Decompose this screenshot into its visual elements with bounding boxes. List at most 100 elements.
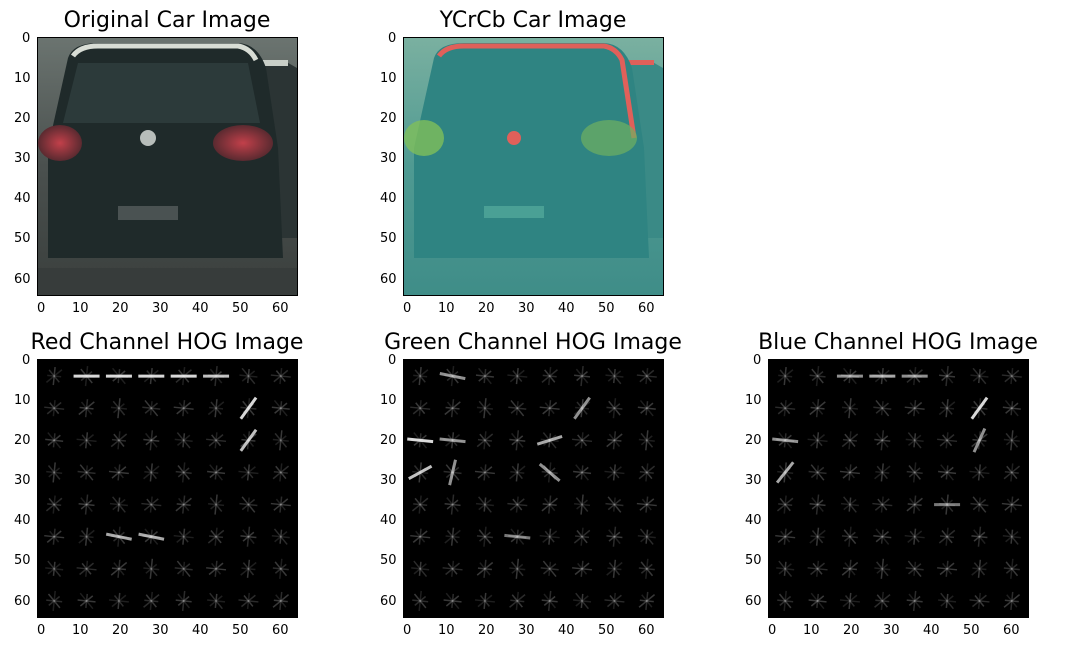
xtick-label: 40 xyxy=(923,623,940,638)
hog-cell-stroke xyxy=(442,567,463,571)
hog-cell-stroke xyxy=(972,498,987,511)
hog-cell-stroke xyxy=(544,369,556,383)
hog-cell-stroke xyxy=(580,465,584,480)
hog-cell-stroke xyxy=(815,527,820,546)
hog-cell-stroke xyxy=(108,470,129,475)
hog-cell-stroke xyxy=(908,563,922,575)
hog-cell-stroke xyxy=(512,370,523,382)
hog-cell-stroke xyxy=(182,528,186,545)
hog-cell-stroke xyxy=(113,403,125,414)
hog-cell-stroke xyxy=(783,590,787,611)
hog-strong-gradient xyxy=(504,533,531,540)
hog-cell-stroke xyxy=(606,433,623,448)
hog-cell-stroke xyxy=(909,530,920,543)
hog-cell-stroke xyxy=(52,400,56,417)
hog-cell-stroke xyxy=(238,470,259,475)
hog-cell-stroke xyxy=(641,465,653,480)
hog-cell-stroke xyxy=(279,496,283,513)
ytick-label: 0 xyxy=(388,353,397,368)
hog-cell-stroke xyxy=(638,567,655,571)
hog-cell-stroke xyxy=(76,567,97,571)
hog-cell-stroke xyxy=(848,526,852,547)
hog-cell-stroke xyxy=(572,438,593,443)
hog-cell-stroke xyxy=(904,534,925,539)
hog-cell-stroke xyxy=(450,399,455,418)
hog-cell-stroke xyxy=(478,400,492,416)
hog-cell-stroke xyxy=(636,374,657,378)
hog-cell-stroke xyxy=(843,529,857,545)
hog-cell-stroke xyxy=(972,367,987,385)
hog-cell-stroke xyxy=(177,434,191,446)
hog-cell-stroke xyxy=(640,531,654,543)
hog-cell-stroke xyxy=(209,466,223,479)
hog-cell-stroke xyxy=(941,371,953,382)
hog-cell-stroke xyxy=(78,503,95,507)
hog-cell-stroke xyxy=(783,400,787,417)
hog-cell-stroke xyxy=(904,406,925,410)
hog-cell-stroke xyxy=(241,370,256,382)
hog-cell-stroke xyxy=(812,562,823,575)
xtick-label: 30 xyxy=(152,301,169,316)
hog-cell-stroke xyxy=(143,594,160,608)
hog-cell-stroke xyxy=(945,527,949,546)
hog-cell-stroke xyxy=(46,530,62,543)
hog-cell-stroke xyxy=(145,563,158,574)
ytick-label: 50 xyxy=(14,553,31,568)
hog-cell-stroke xyxy=(274,432,288,448)
hog-cell-stroke xyxy=(608,403,621,414)
hog-cell-stroke xyxy=(608,529,621,545)
hog-cell-stroke xyxy=(542,401,558,415)
panel-title: Red Channel HOG Image xyxy=(30,330,304,355)
hog-cell-stroke xyxy=(913,495,917,514)
hog-cell-stroke xyxy=(637,406,656,410)
hog-cell-stroke xyxy=(412,401,428,415)
hog-cell-stroke xyxy=(511,435,524,446)
hog-cell-stroke xyxy=(575,535,590,539)
hog-cell-stroke xyxy=(607,496,622,513)
hog-cell-stroke xyxy=(575,464,589,481)
hog-cell-stroke xyxy=(1010,430,1014,451)
hog-cell-stroke xyxy=(645,496,649,513)
hog-cell-stroke xyxy=(940,595,954,607)
hog-cell-stroke xyxy=(275,370,286,382)
hog-cell-stroke xyxy=(574,374,591,378)
hog-cell-stroke xyxy=(609,466,620,479)
hog-cell-stroke xyxy=(612,369,616,384)
hog-cell-stroke xyxy=(48,369,60,383)
hog-cell-stroke xyxy=(808,599,827,603)
hog-cell-stroke xyxy=(780,402,791,415)
hog-cell-stroke xyxy=(809,401,826,416)
xtick-label: 0 xyxy=(403,623,412,638)
hog-cell-stroke xyxy=(844,403,856,414)
hog-cell-stroke xyxy=(848,592,852,609)
hog-cell-stroke xyxy=(117,431,121,450)
hog-cell-stroke xyxy=(511,594,523,608)
hog-cell-stroke xyxy=(478,529,492,545)
hog-cell-stroke xyxy=(210,530,222,544)
hog-cell-stroke xyxy=(273,369,289,383)
hog-cell-stroke xyxy=(48,595,61,606)
hog-cell-stroke xyxy=(778,560,793,578)
hog-cell-stroke xyxy=(574,562,590,576)
hog-cell-stroke xyxy=(175,497,192,512)
xtick-label: 60 xyxy=(272,623,289,638)
ytick-label: 30 xyxy=(380,151,397,166)
xtick-label: 30 xyxy=(518,623,535,638)
hog-cell-stroke xyxy=(848,398,852,419)
hog-cell-stroke xyxy=(209,406,224,410)
hog-cell-stroke xyxy=(79,535,94,539)
hog-cell-stroke xyxy=(507,374,528,378)
hog-cell-stroke xyxy=(1005,435,1018,446)
xtick-label: 40 xyxy=(192,301,209,316)
hog-cell-stroke xyxy=(413,503,428,507)
hog-cell-stroke xyxy=(182,433,186,448)
hog-cell-stroke xyxy=(906,470,923,474)
hog-cell-stroke xyxy=(540,567,559,571)
hog-cell-stroke xyxy=(548,528,552,545)
hog-cell-stroke xyxy=(241,496,256,513)
hog-cell-stroke xyxy=(843,498,857,511)
hog-cell-stroke xyxy=(418,528,422,545)
hog-cell-stroke xyxy=(474,599,495,603)
hog-cell-stroke xyxy=(412,599,429,603)
hog-cell-stroke xyxy=(945,560,949,577)
